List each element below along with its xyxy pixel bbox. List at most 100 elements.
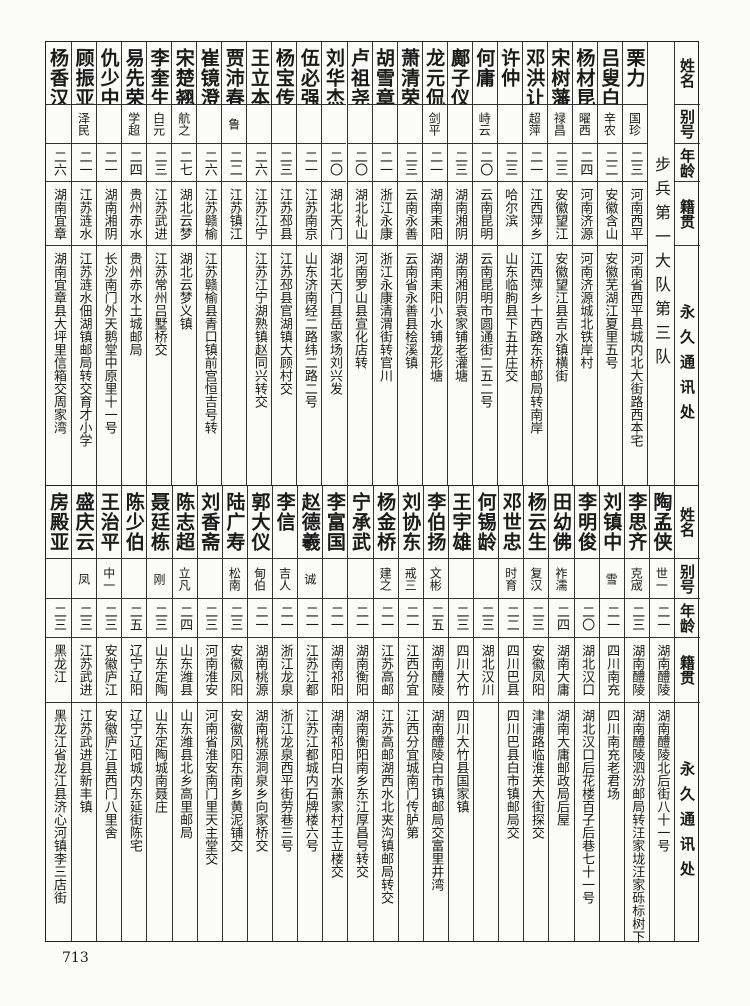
name-text: 仇少中: [97, 48, 120, 104]
origin-text: 湖北云梦: [176, 188, 192, 240]
address-text: 四川大竹县国家镇: [453, 709, 469, 813]
address-text: 湖南宜章县大坪里信箱交周家湾: [51, 252, 67, 434]
address-cell: 津浦路临淮关大街探交: [524, 702, 549, 943]
alias-cell: 禄昌: [547, 104, 572, 143]
age-text: 二一: [252, 605, 268, 631]
table-row: 龙元侃 剑平 二一 湖南耒阳 湖南耒阳小水铺龙形塘: [421, 42, 447, 485]
name-cell: 杨云生: [524, 486, 548, 558]
table-row: 贾沛春鲁二二 江苏镇江: [221, 42, 247, 485]
origin-text: 河南淮安: [202, 644, 218, 696]
alias-text: 曜西: [577, 112, 592, 136]
address-text: 湖南醴陵北后街八十一号: [654, 709, 670, 852]
address-cell: 四川巴县白市镇邮局交: [499, 702, 524, 943]
name-cell: 王宇雄: [449, 486, 473, 558]
header-origin: 籍贯: [678, 198, 696, 229]
address-text: 河南省淮安南门里天主堂交: [202, 709, 218, 865]
address-cell: 江苏高邮湖西水北夹沟镇邮局转交: [373, 702, 398, 943]
origin-cell: 湖北云梦: [172, 181, 197, 245]
name-text: 陶孟侠: [650, 492, 673, 552]
alias-text: 国珍: [627, 112, 642, 136]
name-text: 房殿亚: [47, 492, 70, 552]
address-cell: 江西萍乡十西路东桥邮局转南岸: [522, 245, 547, 487]
alias-cell: [197, 104, 222, 143]
origin-cell: 四川大竹: [448, 637, 474, 702]
age-cell: 二二: [499, 598, 524, 637]
address-text: 河南罗山县宣化店转: [352, 252, 368, 369]
age-cell: 二三: [46, 598, 72, 637]
table-row: 萧清荣 二三 云南永善 云南省永善县桧溪镇: [396, 42, 422, 485]
origin-text: 河南济源: [577, 188, 593, 240]
alias-cell: 学超: [122, 104, 147, 143]
name-cell: 房殿亚: [46, 486, 71, 558]
name-cell: 李信: [273, 486, 297, 558]
origin-text: 湖南醴陵: [654, 644, 670, 696]
origin-cell: 四川南充: [599, 637, 624, 702]
table-row: 伍必强 二一 江苏南京 山东济南经二路纬二路二号: [296, 42, 322, 485]
name-cell: 刘镇中: [600, 486, 624, 558]
address-text: 湖南祁阳白水萧家村王立楼交: [327, 709, 343, 878]
age-text: 二一: [604, 605, 620, 631]
name-cell: 易先荣: [122, 42, 146, 104]
address-cell: 湖南醴陵北后街八十一号: [649, 702, 674, 943]
address-text: 辽宁辽阳城内东延街陈宅: [126, 709, 142, 852]
age-text: 二三: [452, 149, 468, 176]
age-cell: 二一: [649, 598, 674, 637]
age-cell: 二二: [222, 143, 247, 181]
age-cell: 二〇: [347, 143, 372, 181]
age-text: 二〇: [352, 149, 368, 176]
age-text: 二一: [527, 149, 543, 176]
address-text: 云南昆明市圆通街二五二号: [477, 252, 493, 408]
address-cell: 江苏江宁湖熟镇赵同兴转交: [247, 245, 272, 487]
name-cell: 栗力: [623, 42, 647, 104]
address-cell: 江苏常州吕墅桥交: [147, 245, 172, 487]
age-cell: 二三: [197, 598, 222, 637]
address-text: 湖南耒阳小水铺龙形塘: [427, 252, 443, 382]
table-row: 杨宝传 二三 江苏邳县 江苏邳县官湖镇大顾村交: [271, 42, 297, 485]
table-row: 郭大仪 甸伯 二一 湖南桃源 湖南桃源洞泉乡向家桥交: [246, 486, 273, 941]
table-row: 盛庆云凤二三 江苏武进 江苏武进县新丰镇: [71, 486, 97, 943]
alias-text: 禄昌: [552, 112, 567, 136]
name-text: 易先荣: [122, 48, 145, 104]
address-text: 湖北云梦义镇: [176, 252, 192, 330]
alias-text: 立凡: [177, 566, 192, 591]
age-cell: 二三: [397, 143, 422, 181]
address-text: 安徽庐江县西门八里舍: [101, 709, 117, 839]
alias-text: 超萍: [527, 112, 542, 136]
address-text: 河南济源城北铁岸村: [577, 252, 593, 369]
name-text: 杨香汉: [47, 48, 70, 104]
address-cell: 江苏武进县新丰镇: [72, 702, 97, 943]
age-cell: 二一: [97, 143, 122, 181]
origin-text: 贵州赤水: [126, 188, 142, 240]
address-cell: 黑龙江省龙江县济心河镇李三店街: [46, 702, 72, 943]
table-row: 鄺子仪 二三 湖南湘阴 湖南湘阴袁家铺老灌塘: [446, 42, 472, 485]
name-cell: 卢祖尧: [348, 42, 372, 104]
alias-cell: [247, 104, 272, 143]
origin-text: 云南永善: [402, 188, 418, 240]
header-column: 姓名 别号 年龄 籍贯 永久通讯处: [674, 42, 700, 485]
origin-text: 浙江永康: [377, 188, 393, 240]
address-cell: 湖南宜章县大坪里信箱交周家湾: [46, 245, 72, 487]
age-text: 二四: [577, 149, 593, 176]
alias-text: 白元: [151, 112, 166, 136]
age-cell: 二一: [599, 598, 624, 637]
name-text: 杨宝传: [272, 48, 295, 104]
name-text: 李明俊: [575, 492, 598, 552]
age-text: 二一: [101, 149, 117, 176]
origin-cell: 江苏高邮: [373, 637, 398, 702]
alias-cell: [297, 104, 322, 143]
alias-cell: 文彬: [423, 558, 448, 598]
alias-text: 文彬: [428, 566, 443, 591]
address-text: 湖南衡阳南乡东江厚昌号转交: [352, 709, 368, 878]
age-text: 二〇: [326, 149, 342, 176]
name-cell: 邓世忠: [499, 486, 523, 558]
alias-text: 鲁: [226, 118, 241, 130]
origin-cell: 安徽望江: [547, 181, 572, 245]
address-cell: 山东潍县北乡高里邮局: [172, 702, 197, 943]
table-row: 王治平 中一 二三 安徽庐江 安徽庐江县西门八里舍: [96, 486, 122, 941]
origin-text: 湖南衡阳: [352, 644, 368, 696]
age-text: 二三: [76, 605, 92, 631]
name-cell: 聂廷栋: [147, 486, 171, 558]
address-cell: 江西分宜城南门传胪第: [398, 702, 423, 943]
origin-text: 江苏邳县: [276, 188, 292, 240]
age-text: 二二: [602, 149, 618, 176]
